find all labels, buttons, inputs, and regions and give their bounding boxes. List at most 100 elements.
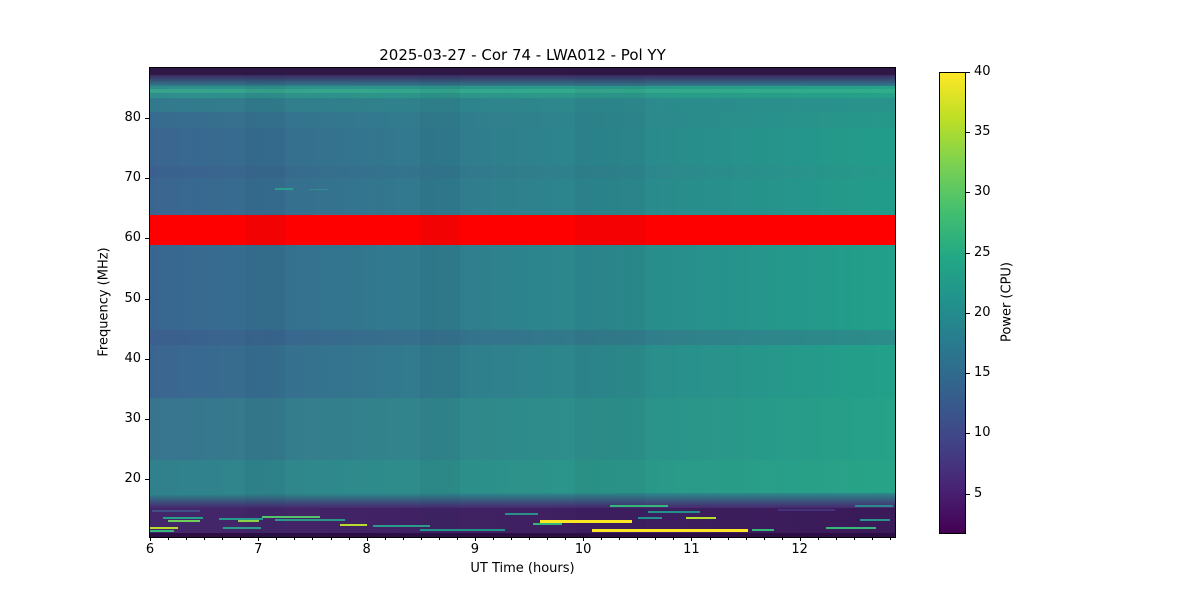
heatmap-band bbox=[150, 460, 895, 493]
heatmap-band bbox=[150, 89, 895, 93]
rfi-streak bbox=[275, 519, 345, 521]
y-tick-label: 50 bbox=[124, 290, 141, 306]
heatmap-time-column bbox=[420, 68, 460, 537]
heatmap-band bbox=[150, 245, 895, 330]
chart-title: 2025-03-27 - Cor 74 - LWA012 - Pol YY bbox=[379, 46, 666, 64]
y-tick bbox=[145, 118, 149, 119]
rfi-streak bbox=[592, 528, 748, 532]
rfi-streak bbox=[826, 526, 876, 529]
y-axis-label: Frequency (MHz) bbox=[96, 247, 112, 357]
x-tick-label: 11 bbox=[683, 542, 700, 557]
colorbar-tick-label: 30 bbox=[974, 184, 991, 200]
y-tick bbox=[145, 238, 149, 240]
y-tick-label: 40 bbox=[124, 350, 141, 366]
y-tick-label: 60 bbox=[124, 230, 141, 246]
rfi-streak bbox=[686, 516, 716, 519]
colorbar-tick bbox=[966, 72, 970, 73]
x-minor-tick bbox=[168, 537, 169, 540]
x-axis-label: UT Time (hours) bbox=[470, 561, 575, 576]
heatmap-band bbox=[150, 533, 895, 537]
x-minor-tick bbox=[294, 537, 296, 540]
colorbar-tick bbox=[966, 132, 970, 134]
x-tick-label: 12 bbox=[791, 542, 808, 557]
rfi-streak bbox=[540, 519, 632, 523]
colorbar bbox=[939, 72, 966, 534]
y-tick bbox=[145, 479, 149, 481]
heatmap-band bbox=[150, 128, 895, 166]
x-tick-label: 9 bbox=[470, 542, 480, 557]
x-minor-tick bbox=[727, 537, 729, 540]
colorbar-tick-label: 40 bbox=[974, 64, 991, 79]
y-tick-label: 70 bbox=[124, 170, 141, 186]
x-minor-tick bbox=[853, 537, 855, 540]
heatmap-band bbox=[150, 493, 895, 508]
x-minor-tick bbox=[384, 537, 386, 540]
x-minor-tick bbox=[222, 537, 224, 540]
x-minor-tick bbox=[871, 537, 873, 540]
colorbar-tick bbox=[966, 433, 970, 435]
x-minor-tick bbox=[492, 537, 494, 540]
colorbar-tick bbox=[966, 493, 970, 495]
x-minor-tick bbox=[889, 537, 891, 540]
heatmap-band bbox=[150, 330, 895, 345]
x-minor-tick bbox=[817, 537, 819, 540]
heatmap-band bbox=[150, 75, 895, 86]
heatmap-band bbox=[150, 98, 895, 112]
heatmap-band bbox=[150, 112, 895, 128]
x-minor-tick bbox=[745, 537, 747, 540]
x-minor-tick bbox=[204, 537, 206, 540]
heatmap-band bbox=[150, 215, 895, 245]
x-tick bbox=[583, 537, 585, 541]
colorbar-label: Power (CPU) bbox=[999, 261, 1015, 343]
colorbar-tick-label: 10 bbox=[974, 425, 991, 441]
x-tick bbox=[258, 537, 260, 541]
rfi-streak bbox=[373, 525, 430, 527]
x-tick-label: 7 bbox=[254, 542, 263, 557]
rfi-streak bbox=[610, 504, 668, 507]
x-minor-tick bbox=[330, 537, 332, 540]
plot-area bbox=[149, 67, 896, 538]
colorbar-tick-label: 20 bbox=[974, 304, 991, 320]
rfi-streak bbox=[309, 188, 328, 190]
x-minor-tick bbox=[420, 537, 422, 540]
x-minor-tick bbox=[186, 537, 188, 540]
x-minor-tick bbox=[619, 537, 621, 540]
colorbar-tick bbox=[966, 312, 970, 314]
x-minor-tick bbox=[781, 537, 783, 540]
heatmap-band bbox=[150, 178, 895, 215]
rfi-streak bbox=[340, 524, 367, 526]
rfi-streak bbox=[505, 512, 538, 515]
heatmap bbox=[150, 68, 895, 537]
x-tick bbox=[799, 537, 801, 541]
colorbar-tick-label: 35 bbox=[974, 124, 991, 140]
x-minor-tick bbox=[276, 537, 278, 540]
colorbar-tick-label: 15 bbox=[974, 365, 991, 380]
x-minor-tick bbox=[402, 537, 404, 540]
rfi-streak bbox=[860, 519, 890, 521]
heatmap-band bbox=[150, 68, 895, 75]
x-tick-label: 8 bbox=[362, 542, 371, 557]
rfi-streak bbox=[223, 526, 261, 529]
heatmap-band bbox=[150, 166, 895, 178]
x-tick bbox=[474, 537, 476, 541]
rfi-streak bbox=[152, 509, 200, 512]
colorbar-tick bbox=[966, 192, 970, 194]
rfi-streak bbox=[238, 519, 259, 522]
x-minor-tick bbox=[510, 537, 512, 540]
x-minor-tick bbox=[312, 537, 314, 540]
rfi-streak bbox=[638, 516, 662, 519]
rfi-streak bbox=[275, 188, 293, 190]
x-minor-tick bbox=[547, 537, 548, 540]
rfi-streak bbox=[168, 520, 200, 522]
x-minor-tick bbox=[673, 537, 675, 540]
colorbar-tick bbox=[966, 373, 970, 374]
x-minor-tick bbox=[835, 537, 837, 540]
rfi-streak bbox=[778, 509, 835, 511]
rfi-streak bbox=[150, 529, 174, 532]
x-minor-tick bbox=[438, 537, 440, 540]
rfi-streak bbox=[752, 528, 774, 531]
y-tick bbox=[145, 358, 149, 360]
x-minor-tick bbox=[240, 537, 242, 540]
rfi-streak bbox=[420, 529, 505, 531]
x-minor-tick bbox=[565, 537, 567, 540]
